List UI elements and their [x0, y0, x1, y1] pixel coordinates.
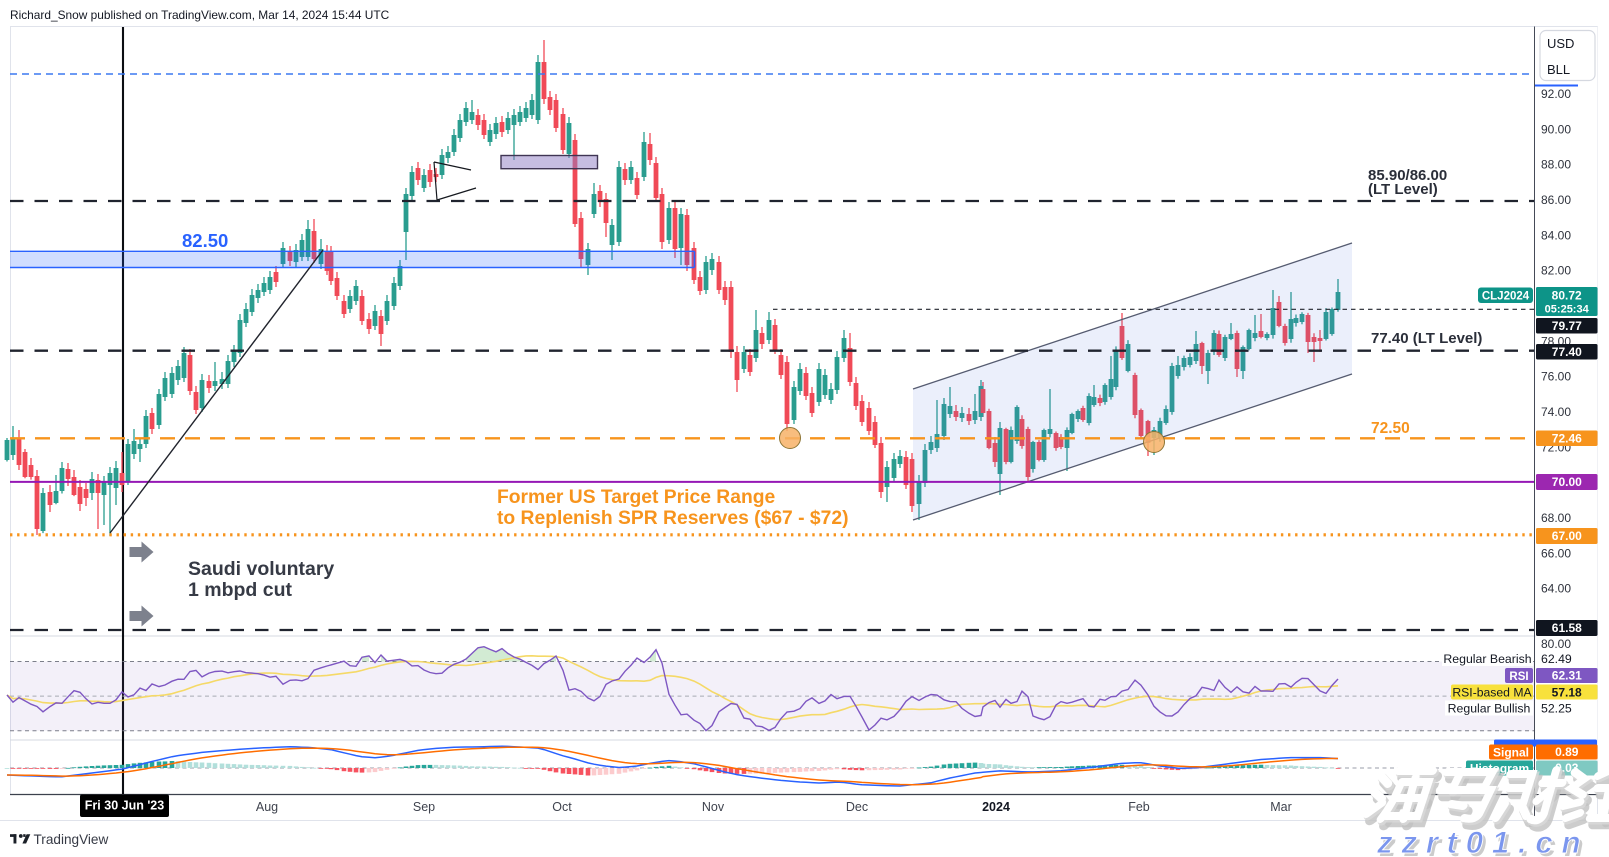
svg-text:72.46: 72.46	[1552, 431, 1582, 445]
svg-text:62.49: 62.49	[1541, 652, 1572, 666]
svg-text:79.77: 79.77	[1552, 319, 1582, 333]
svg-text:90.00: 90.00	[1541, 122, 1571, 136]
svg-text:52.25: 52.25	[1541, 702, 1572, 716]
svg-text:Feb: Feb	[1128, 800, 1150, 814]
svg-text:USD: USD	[1547, 36, 1574, 51]
svg-text:0.89: 0.89	[1555, 745, 1579, 759]
svg-text:Fri 30 Jun '23: Fri 30 Jun '23	[85, 799, 164, 813]
svg-text:zzrt01.cn: zzrt01.cn	[1379, 827, 1592, 857]
svg-text:RSI: RSI	[1509, 671, 1528, 683]
svg-text:2024: 2024	[982, 800, 1010, 814]
svg-text:zzrt01.cn: zzrt01.cn	[1376, 824, 1589, 857]
svg-text:(LT Level): (LT Level)	[1368, 181, 1438, 198]
svg-text:76.00: 76.00	[1541, 370, 1571, 384]
svg-text:86.00: 86.00	[1541, 193, 1571, 207]
svg-text:68.00: 68.00	[1541, 511, 1571, 525]
svg-text:85.90/86.00: 85.90/86.00	[1368, 167, 1447, 184]
svg-text:72.50: 72.50	[1371, 420, 1410, 437]
svg-text:88.00: 88.00	[1541, 158, 1571, 172]
svg-text:77.40 (LT Level): 77.40 (LT Level)	[1371, 330, 1482, 347]
svg-text:TradingView: TradingView	[34, 832, 109, 847]
svg-text:CLJ2024: CLJ2024	[1482, 290, 1530, 302]
svg-text:82.00: 82.00	[1541, 264, 1571, 278]
svg-text:57.18: 57.18	[1552, 686, 1582, 700]
svg-text:to Replenish SPR Reserves ($67: to Replenish SPR Reserves ($67 - $72)	[497, 508, 849, 529]
svg-text:80.00: 80.00	[1541, 637, 1571, 651]
svg-text:Former US Target Price Range: Former US Target Price Range	[497, 487, 776, 508]
svg-text:1 mbpd cut: 1 mbpd cut	[188, 579, 293, 601]
svg-text:74.00: 74.00	[1541, 405, 1571, 419]
svg-text:80.72: 80.72	[1552, 289, 1582, 303]
svg-text:Nov: Nov	[702, 800, 725, 814]
svg-text:Saudi voluntary: Saudi voluntary	[188, 558, 334, 580]
svg-text:RSI-based MA: RSI-based MA	[1452, 686, 1532, 700]
svg-text:Aug: Aug	[256, 800, 278, 814]
svg-text:Dec: Dec	[846, 800, 868, 814]
svg-text:BLL: BLL	[1547, 62, 1570, 77]
svg-text:62.31: 62.31	[1552, 669, 1582, 683]
svg-text:Signal: Signal	[1493, 746, 1529, 760]
svg-text:Regular Bullish: Regular Bullish	[1448, 702, 1531, 716]
svg-text:66.00: 66.00	[1541, 546, 1571, 560]
svg-text:Richard_Snow published on Trad: Richard_Snow published on TradingView.co…	[10, 8, 390, 22]
svg-text:70.00: 70.00	[1552, 475, 1582, 489]
svg-text:Regular Bearish: Regular Bearish	[1443, 652, 1531, 666]
svg-text:84.00: 84.00	[1541, 228, 1571, 242]
svg-text:77.40: 77.40	[1552, 345, 1582, 359]
svg-text:64.00: 64.00	[1541, 582, 1571, 596]
svg-text:Sep: Sep	[413, 800, 435, 814]
svg-text:61.58: 61.58	[1552, 621, 1582, 635]
svg-text:82.50: 82.50	[182, 230, 228, 251]
svg-text:67.00: 67.00	[1552, 529, 1582, 543]
svg-text:05:25:34: 05:25:34	[1545, 304, 1590, 316]
svg-text:Oct: Oct	[552, 800, 572, 814]
svg-text:92.00: 92.00	[1541, 87, 1571, 101]
svg-text:Mar: Mar	[1270, 800, 1292, 814]
